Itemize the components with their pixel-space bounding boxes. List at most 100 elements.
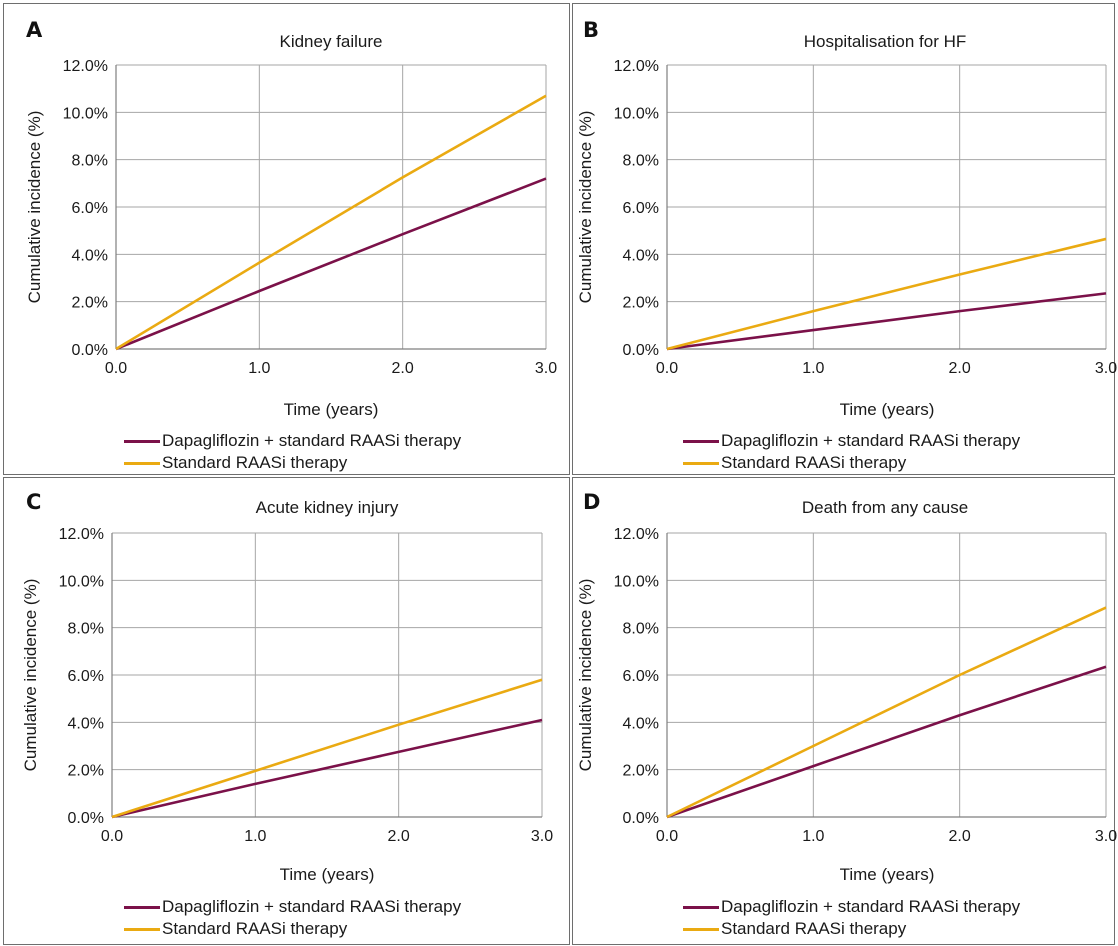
chart-title: Kidney failure [279,32,383,51]
legend-item: Dapagliflozin + standard RAASi therapy [683,896,1020,918]
legend: Dapagliflozin + standard RAASi therapy S… [683,430,1020,474]
x-tick-label: 2.0 [388,828,410,845]
chart-panel-b: B Hospitalisation for HF 0.0% 2.0% 4.0% 6.0… [572,3,1117,475]
y-tick-label: 6.0% [623,200,659,217]
y-tick-label: 12.0% [63,58,108,75]
legend-item: Standard RAASi therapy [124,452,461,474]
legend-swatch [683,905,719,909]
y-tick-label: 10.0% [614,105,659,122]
legend-label: Standard RAASi therapy [721,919,907,938]
plot-area: 0.0% 2.0% 4.0% 6.0% 8.0% 10.0% 12.0% 0.0 1.0 2.0 3… [576,58,1117,377]
chart-panel-d: D Death from any cause 0.0% 2.0% 4.0% 6.0% 8… [572,477,1117,945]
y-tick-label: 8.0% [72,153,108,170]
legend: Dapagliflozin + standard RAASi therapy S… [124,896,461,940]
y-tick-label: 2.0% [623,763,659,780]
y-tick-label: 4.0% [72,247,108,264]
x-tick-label: 0.0 [105,360,127,377]
y-tick-label: 12.0% [614,526,659,543]
y-tick-label: 8.0% [623,621,659,638]
x-tick-label: 3.0 [531,828,553,845]
y-tick-label: 4.0% [623,247,659,264]
y-tick-label: 0.0% [68,810,104,827]
legend: Dapagliflozin + standard RAASi therapy S… [124,430,461,474]
legend-label: Dapagliflozin + standard RAASi therapy [721,431,1021,450]
legend-label: Standard RAASi therapy [721,453,907,472]
chart-title: Death from any cause [801,498,969,517]
chart-title: Acute kidney injury [255,498,399,517]
legend-label: Dapagliflozin + standard RAASi therapy [162,897,462,916]
legend-label: Standard RAASi therapy [162,453,348,472]
legend-swatch [124,439,160,443]
legend-swatch [124,905,160,909]
chart-title: Hospitalisation for HF [803,32,967,51]
x-tick-label: 1.0 [248,360,270,377]
y-tick-label: 8.0% [623,153,659,170]
x-axis-label: Time (years) [839,400,935,419]
chart-panel-a: A Kidney failure 0.0% 2.0% 4.0% 6.0% 8.0% 10.… [3,3,570,475]
legend-item: Standard RAASi therapy [683,452,1020,474]
y-tick-label: 4.0% [623,715,659,732]
series-line [666,606,1107,819]
y-tick-label: 12.0% [614,58,659,75]
y-tick-label: 4.0% [68,715,104,732]
legend-label: Dapagliflozin + standard RAASi therapy [721,897,1021,916]
x-axis-label: Time (years) [839,865,935,884]
x-tick-label: 0.0 [656,360,678,377]
y-tick-label: 10.0% [63,105,108,122]
legend: Dapagliflozin + standard RAASi therapy S… [683,896,1020,940]
legend-item: Standard RAASi therapy [683,918,1020,940]
series-line [666,665,1107,819]
y-tick-label: 6.0% [68,668,104,685]
y-axis-label: Cumulative incidence (%) [576,111,595,304]
panel-letter: C [26,490,42,514]
legend-item: Dapagliflozin + standard RAASi therapy [124,430,461,452]
x-tick-label: 3.0 [1095,360,1117,377]
y-tick-label: 2.0% [68,763,104,780]
legend-label: Standard RAASi therapy [162,919,348,938]
y-tick-label: 10.0% [614,573,659,590]
y-axis-label: Cumulative incidence (%) [21,579,40,772]
panel-letter: D [583,490,601,514]
series-line [666,237,1107,351]
chart-panel-c: C Acute kidney injury 0.0% 2.0% 4.0% 6.0% 8.… [3,477,570,945]
legend-item: Dapagliflozin + standard RAASi therapy [683,430,1020,452]
y-axis-label: Cumulative incidence (%) [25,111,44,304]
x-tick-label: 3.0 [1095,828,1117,845]
x-tick-label: 2.0 [949,828,971,845]
x-tick-label: 3.0 [535,360,557,377]
x-tick-label: 0.0 [656,828,678,845]
legend-swatch [124,927,160,931]
series-line [111,718,543,819]
series-line [115,177,547,351]
x-tick-label: 2.0 [949,360,971,377]
legend-item: Standard RAASi therapy [124,918,461,940]
x-tick-label: 2.0 [392,360,414,377]
series-line [115,94,547,351]
x-tick-label: 0.0 [101,828,123,845]
y-tick-label: 0.0% [72,342,108,359]
legend-label: Dapagliflozin + standard RAASi therapy [162,431,462,450]
plot-area: 0.0% 2.0% 4.0% 6.0% 8.0% 10.0% 12.0% 0.0 1.0 2.0 3… [576,526,1117,845]
legend-swatch [683,461,719,465]
x-tick-label: 1.0 [244,828,266,845]
y-tick-label: 2.0% [72,295,108,312]
legend-swatch [683,927,719,931]
x-axis-label: Time (years) [279,865,375,884]
x-axis-label: Time (years) [283,400,379,419]
panel-letter: B [583,18,600,42]
plot-area: 0.0% 2.0% 4.0% 6.0% 8.0% 10.0% 12.0% 0.0 1.0 2.0 3… [21,526,553,845]
y-tick-label: 2.0% [623,295,659,312]
panel-letter: A [26,18,43,42]
y-tick-label: 6.0% [623,668,659,685]
y-tick-label: 12.0% [59,526,104,543]
y-tick-label: 8.0% [68,621,104,638]
y-tick-label: 10.0% [59,573,104,590]
y-tick-label: 6.0% [72,200,108,217]
x-tick-label: 1.0 [802,360,824,377]
y-tick-label: 0.0% [623,810,659,827]
legend-swatch [683,439,719,443]
series-line [666,292,1107,351]
y-axis-label: Cumulative incidence (%) [576,579,595,772]
legend-item: Dapagliflozin + standard RAASi therapy [124,896,461,918]
x-tick-label: 1.0 [802,828,824,845]
